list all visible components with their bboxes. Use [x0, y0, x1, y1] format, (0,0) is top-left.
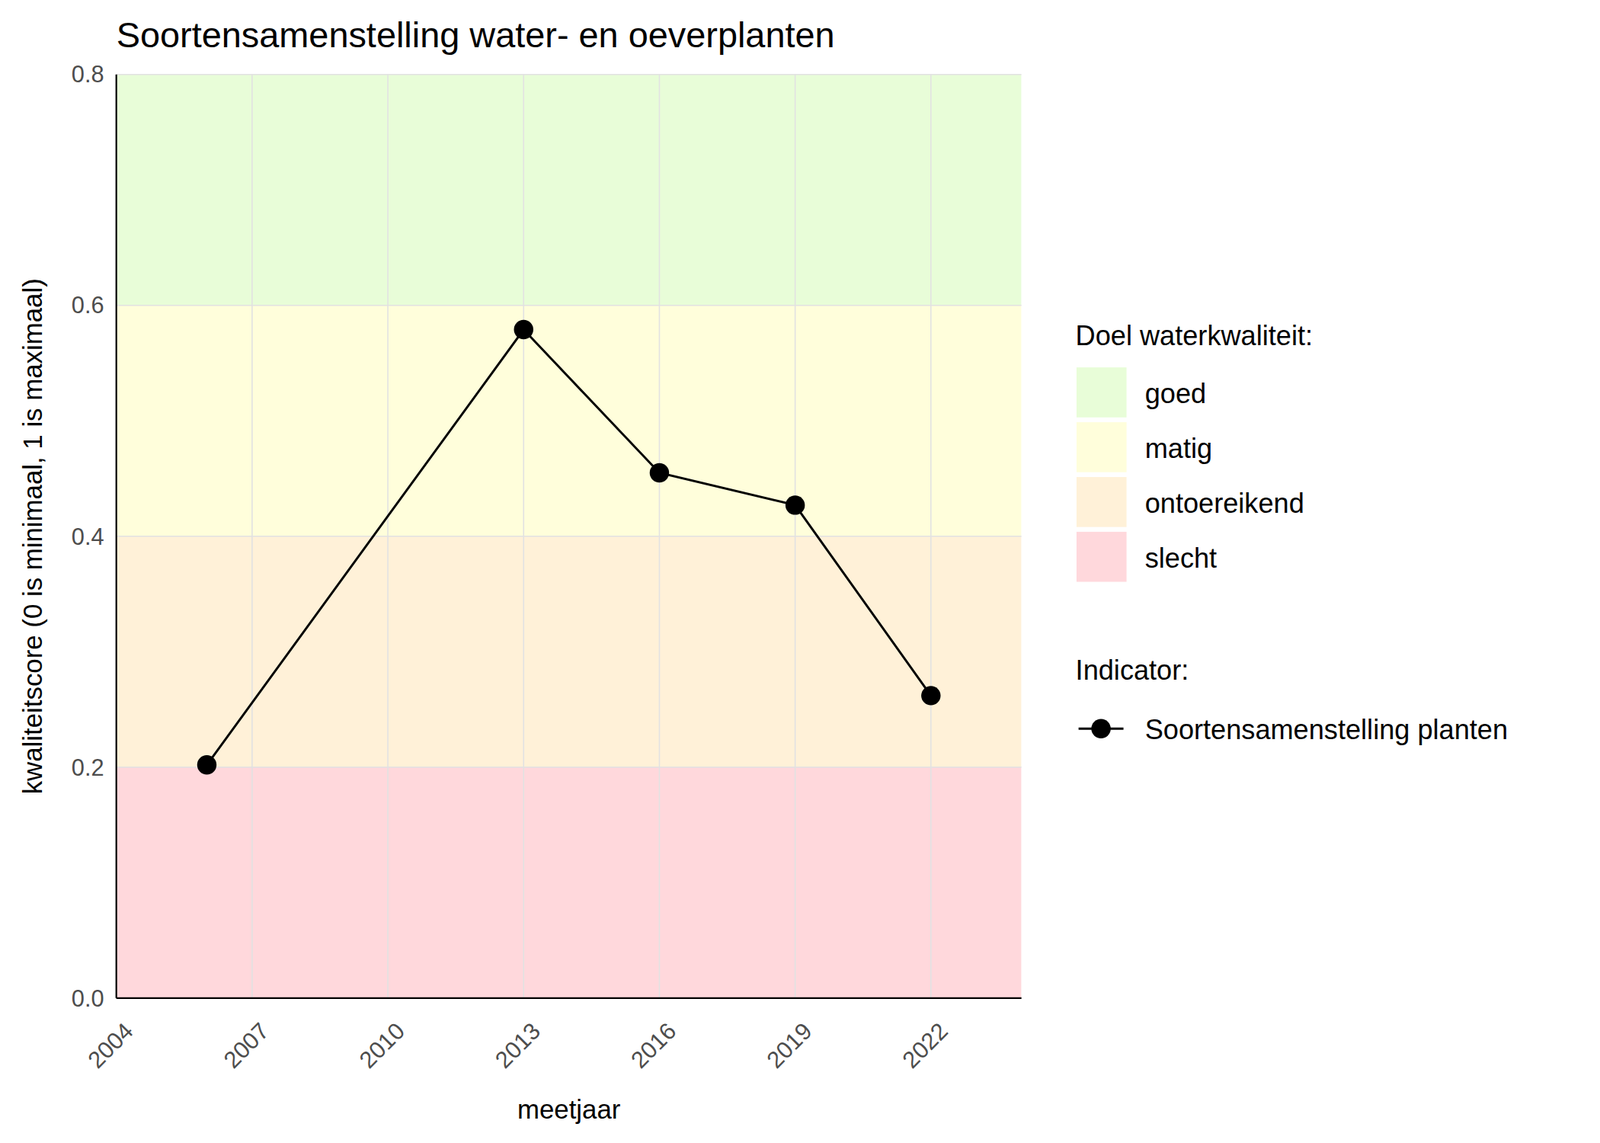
legend-swatch: [1076, 531, 1127, 583]
grid-line: [522, 74, 525, 999]
legend-title: Doel waterkwaliteit:: [1075, 320, 1313, 352]
legend-label: goed: [1145, 377, 1207, 410]
legend-swatch: [1076, 422, 1127, 473]
x-tick-label: 2022: [897, 1017, 954, 1073]
y-axis-label: kwaliteitscore (0 is minimaal, 1 is maxi…: [17, 278, 48, 794]
y-tick-label: 0.4: [71, 523, 105, 551]
legend-label: matig: [1145, 432, 1213, 464]
legend-label: ontoereikend: [1145, 487, 1305, 519]
title: Soortensamenstelling water- en oeverplan…: [116, 15, 836, 55]
grid-line: [659, 74, 661, 999]
grid-line: [116, 997, 1022, 999]
x-axis-label: meetjaar: [517, 1094, 621, 1124]
grid-line: [930, 74, 932, 999]
y-tick-label: 0.8: [71, 60, 105, 88]
x-tick-label: 2004: [82, 1017, 138, 1073]
grid-line: [251, 74, 253, 999]
grid-line: [115, 74, 118, 999]
legend-label: slecht: [1145, 542, 1217, 574]
series-group: [197, 320, 941, 775]
y-tick-label: 0.2: [71, 754, 105, 781]
x-tick-label: 2010: [354, 1017, 410, 1073]
grid-line: [794, 74, 797, 999]
x-tick-label: 2013: [489, 1017, 546, 1073]
chart: 0.0 0.2 0.4 0.6 0.8 2004 2007 2010 2013 2016 2019 2…: [0, 0, 1600, 1143]
point: [514, 320, 534, 340]
point: [197, 755, 217, 775]
point: [649, 463, 669, 483]
x-axis: [116, 997, 1022, 999]
y-tick-label: 0.6: [71, 291, 105, 319]
point: [921, 685, 941, 705]
grid-line: [387, 74, 389, 999]
legend-swatch: [1076, 367, 1127, 418]
y-tick-label: 0.0: [71, 985, 105, 1012]
legend-marker: [1091, 719, 1111, 739]
legend-label: Soortensamenstelling planten: [1145, 713, 1508, 746]
x-tick-label: 2016: [625, 1017, 682, 1073]
series-line: [206, 329, 931, 765]
legend-title: Indicator:: [1075, 654, 1190, 686]
x-tick-label: 2019: [761, 1017, 817, 1073]
x-tick-label: 2007: [218, 1017, 275, 1073]
bands: [116, 74, 1022, 999]
y-axis: [115, 74, 118, 999]
legend-swatch: [1076, 476, 1127, 528]
point: [785, 495, 805, 515]
